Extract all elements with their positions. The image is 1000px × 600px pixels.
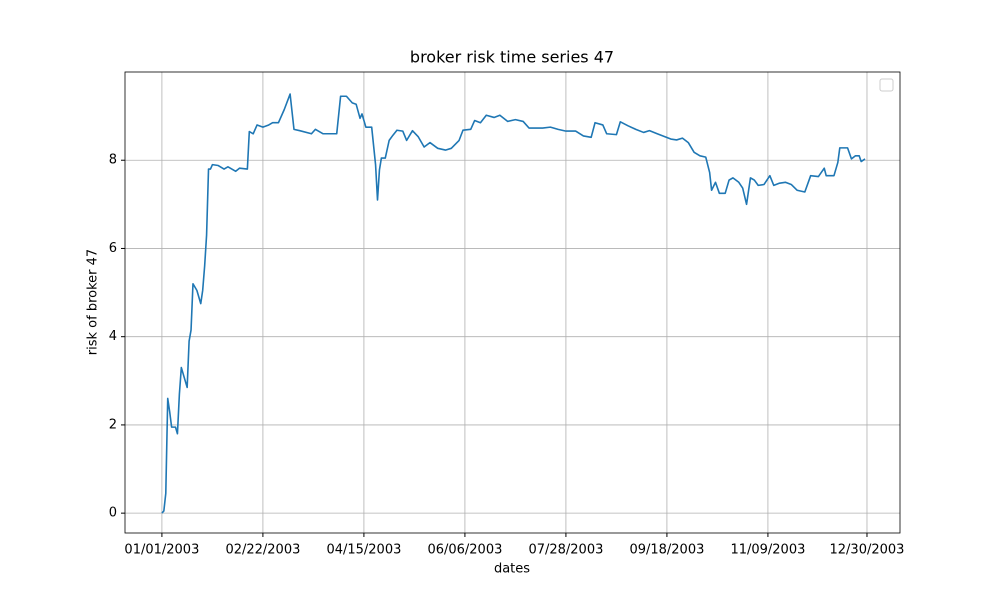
x-tick-label: 11/09/2003 [730, 543, 805, 558]
x-tick-label: 02/22/2003 [225, 543, 300, 558]
x-tick-label: 04/15/2003 [326, 543, 401, 558]
chart-title: broker risk time series 47 [410, 48, 614, 67]
x-tick-label: 07/28/2003 [528, 543, 603, 558]
legend [879, 78, 894, 92]
x-tick-label: 01/01/2003 [124, 543, 199, 558]
y-axis-label: risk of broker 47 [86, 249, 101, 355]
data-line [161, 93, 866, 514]
x-tick-label: 06/06/2003 [427, 543, 502, 558]
x-axis-label: dates [494, 562, 530, 577]
y-tick-label: 6 [109, 241, 117, 256]
y-tick-label: 4 [109, 329, 117, 344]
x-tick-label: 09/18/2003 [629, 543, 704, 558]
x-tick-label: 12/30/2003 [830, 543, 905, 558]
plot-frame [124, 71, 901, 534]
y-tick-label: 8 [109, 153, 117, 168]
y-tick-label: 2 [109, 417, 117, 432]
y-tick-label: 0 [109, 506, 117, 521]
